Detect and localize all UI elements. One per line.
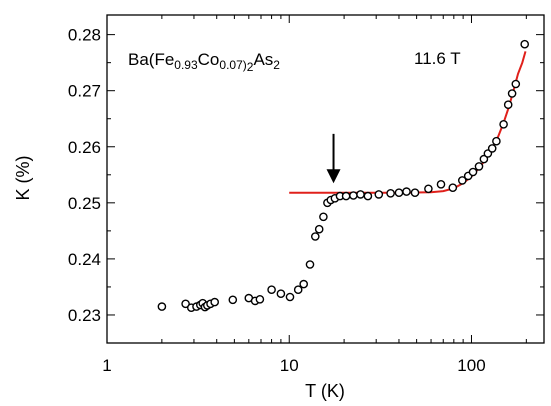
- data-point: [503, 100, 513, 109]
- data-point: [474, 162, 484, 171]
- data-point: [386, 188, 395, 198]
- data-point: [410, 188, 420, 197]
- data-point: [374, 190, 384, 199]
- data-point: [305, 260, 315, 269]
- tick-labels: 1 10 100 0.23 0.24 0.25 0.26 0.27 0.28: [68, 26, 486, 375]
- data-point: [363, 191, 373, 201]
- data-point: [511, 79, 521, 89]
- data-point: [492, 136, 501, 146]
- data-point: [210, 297, 219, 307]
- data-point: [293, 285, 303, 295]
- data-point: [457, 176, 467, 185]
- data-point: [448, 183, 458, 192]
- field-label: 11.6 T: [414, 49, 461, 68]
- y-axis-title: K (%): [13, 156, 33, 201]
- data-point: [314, 224, 324, 234]
- axis-ticks: [106, 15, 544, 344]
- x-tick-label: 10: [280, 356, 299, 375]
- data-point: [267, 285, 276, 295]
- sample-label: Ba(Fe0.93Co0.07)2As2: [128, 50, 280, 74]
- data-point: [299, 279, 309, 289]
- y-tick-label: 0.25: [68, 194, 101, 213]
- y-tick-label: 0.27: [68, 82, 101, 101]
- data-point: [228, 295, 238, 305]
- data-point: [341, 191, 351, 201]
- y-tick-label: 0.28: [68, 26, 101, 45]
- data-point: [349, 191, 358, 200]
- data-point: [402, 187, 411, 196]
- fit-curve: [289, 51, 527, 194]
- data-point: [356, 190, 365, 199]
- data-point: [394, 188, 404, 197]
- data-point: [479, 154, 489, 164]
- y-tick-label: 0.26: [68, 138, 101, 157]
- data-point: [499, 120, 508, 129]
- data-point: [520, 39, 530, 49]
- data-point: [255, 294, 265, 304]
- data-point: [424, 184, 433, 194]
- data-point: [157, 302, 167, 311]
- data-points: [157, 39, 530, 313]
- data-point: [468, 167, 478, 177]
- data-point: [181, 299, 190, 309]
- data-point: [436, 179, 446, 189]
- data-point: [310, 232, 320, 241]
- x-axis-title: T (K): [305, 381, 345, 401]
- data-point: [276, 289, 286, 299]
- x-tick-label: 100: [457, 356, 485, 375]
- y-tick-label: 0.23: [68, 306, 101, 325]
- data-point: [507, 89, 517, 98]
- data-point: [319, 212, 328, 222]
- data-point: [285, 292, 295, 302]
- transition-arrow: [326, 133, 341, 184]
- x-tick-label: 1: [102, 356, 111, 375]
- arrow-head: [326, 169, 341, 184]
- y-tick-label: 0.24: [68, 250, 101, 269]
- data-point: [487, 144, 497, 153]
- plot-frame: [106, 14, 545, 344]
